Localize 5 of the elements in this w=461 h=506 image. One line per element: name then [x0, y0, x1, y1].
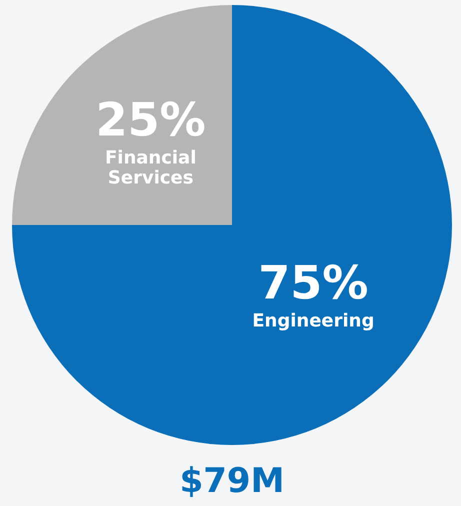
data-label: 25%	[96, 92, 206, 147]
slice-label: Financial Services	[104, 148, 196, 189]
slice-label: Engineering	[252, 310, 374, 332]
data-label: 75%	[258, 255, 368, 310]
text: $79M	[180, 461, 284, 501]
